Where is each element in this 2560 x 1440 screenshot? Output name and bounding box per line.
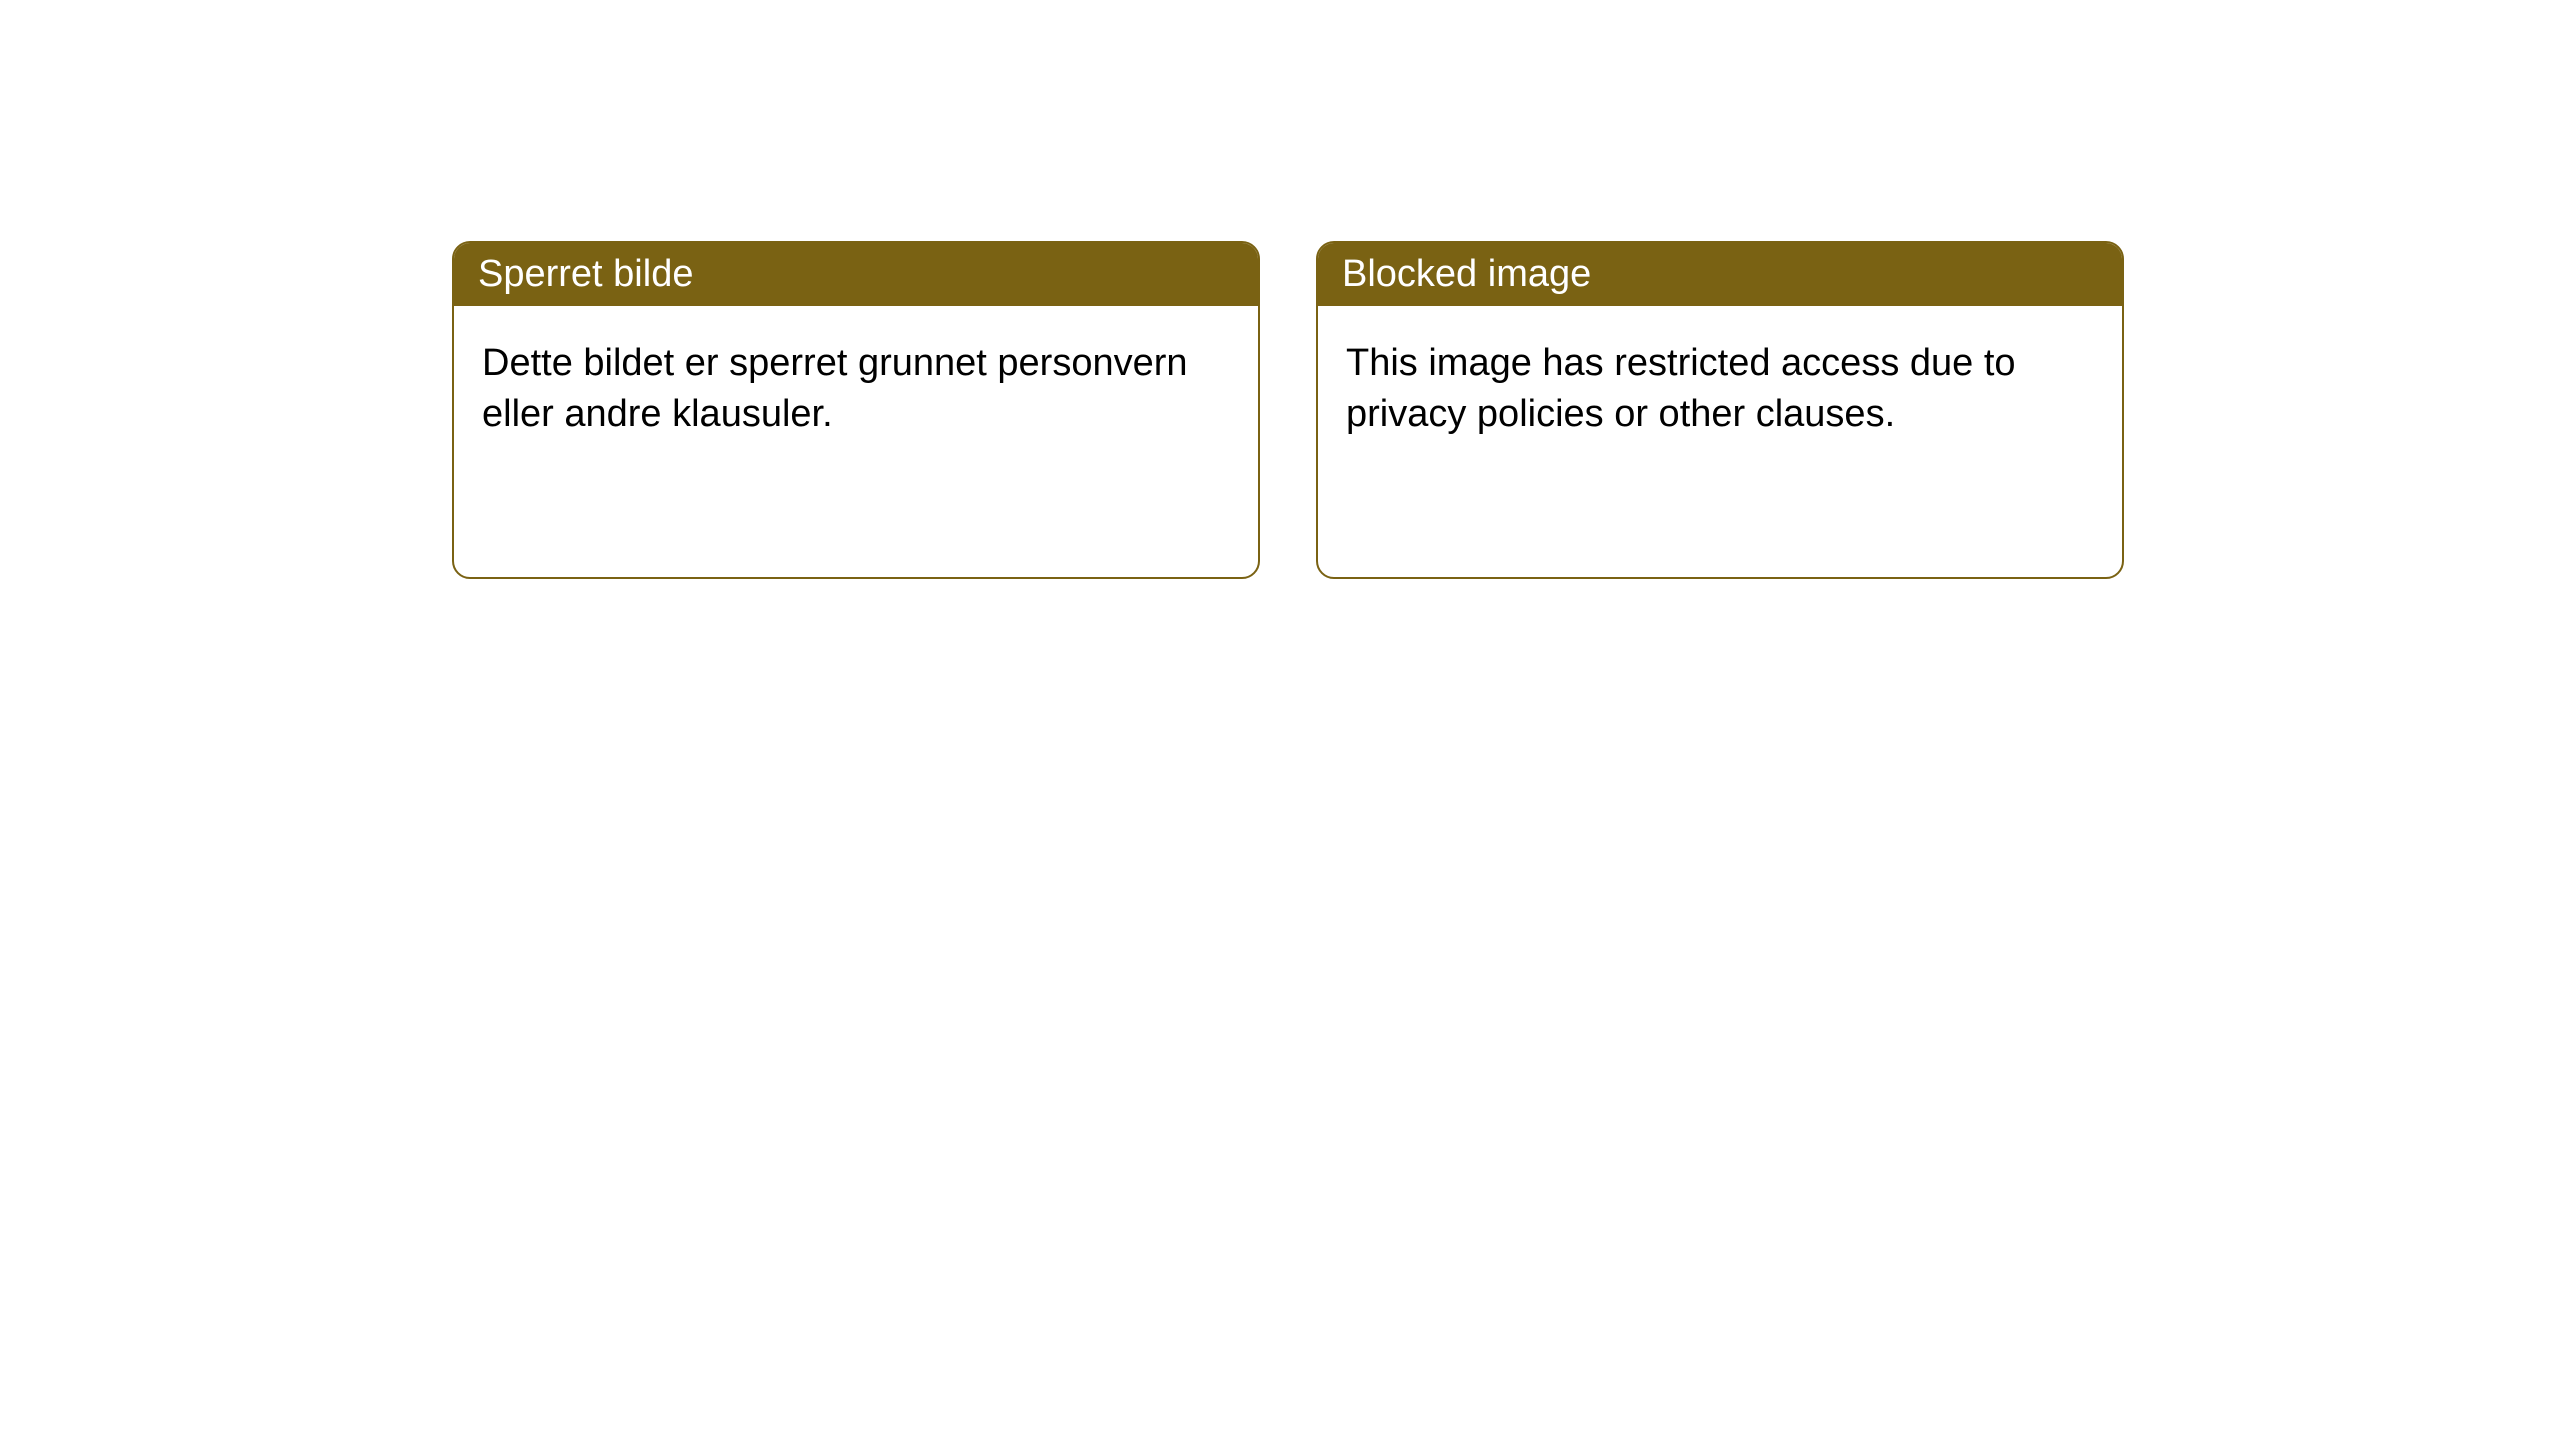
notice-container: Sperret bilde Dette bildet er sperret gr… — [452, 241, 2124, 579]
notice-header: Sperret bilde — [454, 243, 1258, 306]
notice-body: Dette bildet er sperret grunnet personve… — [454, 306, 1258, 473]
notice-box-english: Blocked image This image has restricted … — [1316, 241, 2124, 579]
notice-message: Dette bildet er sperret grunnet personve… — [482, 342, 1188, 435]
notice-title: Sperret bilde — [478, 253, 693, 295]
notice-body: This image has restricted access due to … — [1318, 306, 2122, 473]
notice-header: Blocked image — [1318, 243, 2122, 306]
notice-title: Blocked image — [1342, 253, 1591, 295]
notice-message: This image has restricted access due to … — [1346, 342, 2016, 435]
notice-box-norwegian: Sperret bilde Dette bildet er sperret gr… — [452, 241, 1260, 579]
